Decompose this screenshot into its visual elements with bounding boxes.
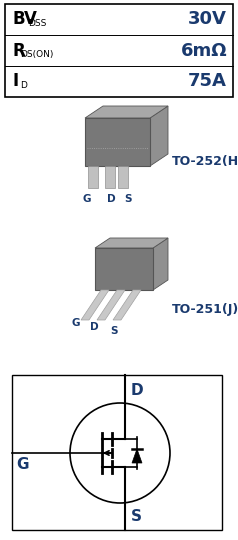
Text: D: D [90, 322, 99, 332]
Text: S: S [124, 194, 132, 204]
Text: S: S [131, 509, 142, 524]
Bar [5, 4, 233, 97]
Text: 75A: 75A [188, 72, 227, 91]
Text: 30V: 30V [188, 10, 227, 29]
Bar [12, 375, 222, 530]
Bar [85, 118, 150, 166]
Text: I: I [12, 72, 18, 91]
Text: G: G [71, 318, 80, 328]
Text: R: R [12, 42, 25, 59]
Bar [88, 166, 98, 188]
Text: D: D [20, 82, 27, 91]
Circle shape [70, 403, 170, 503]
Text: TO-252(H): TO-252(H) [172, 156, 238, 168]
Text: DS(ON): DS(ON) [20, 51, 53, 59]
Text: DSS: DSS [28, 19, 46, 29]
Text: BV: BV [12, 10, 37, 29]
Polygon shape [132, 449, 142, 463]
Text: D: D [131, 383, 144, 398]
Text: 6mΩ: 6mΩ [180, 42, 227, 59]
Text: TO-251(J): TO-251(J) [172, 303, 238, 316]
Polygon shape [153, 238, 168, 290]
Polygon shape [95, 238, 168, 248]
Bar [95, 248, 153, 290]
Polygon shape [81, 290, 109, 320]
Text: S: S [110, 326, 118, 336]
Bar [105, 166, 115, 188]
Bar [118, 166, 128, 188]
Polygon shape [85, 106, 168, 118]
Polygon shape [150, 106, 168, 166]
Text: G: G [16, 457, 29, 472]
Polygon shape [97, 290, 125, 320]
Text: D: D [107, 194, 115, 204]
Text: G: G [83, 194, 91, 204]
Polygon shape [113, 290, 141, 320]
